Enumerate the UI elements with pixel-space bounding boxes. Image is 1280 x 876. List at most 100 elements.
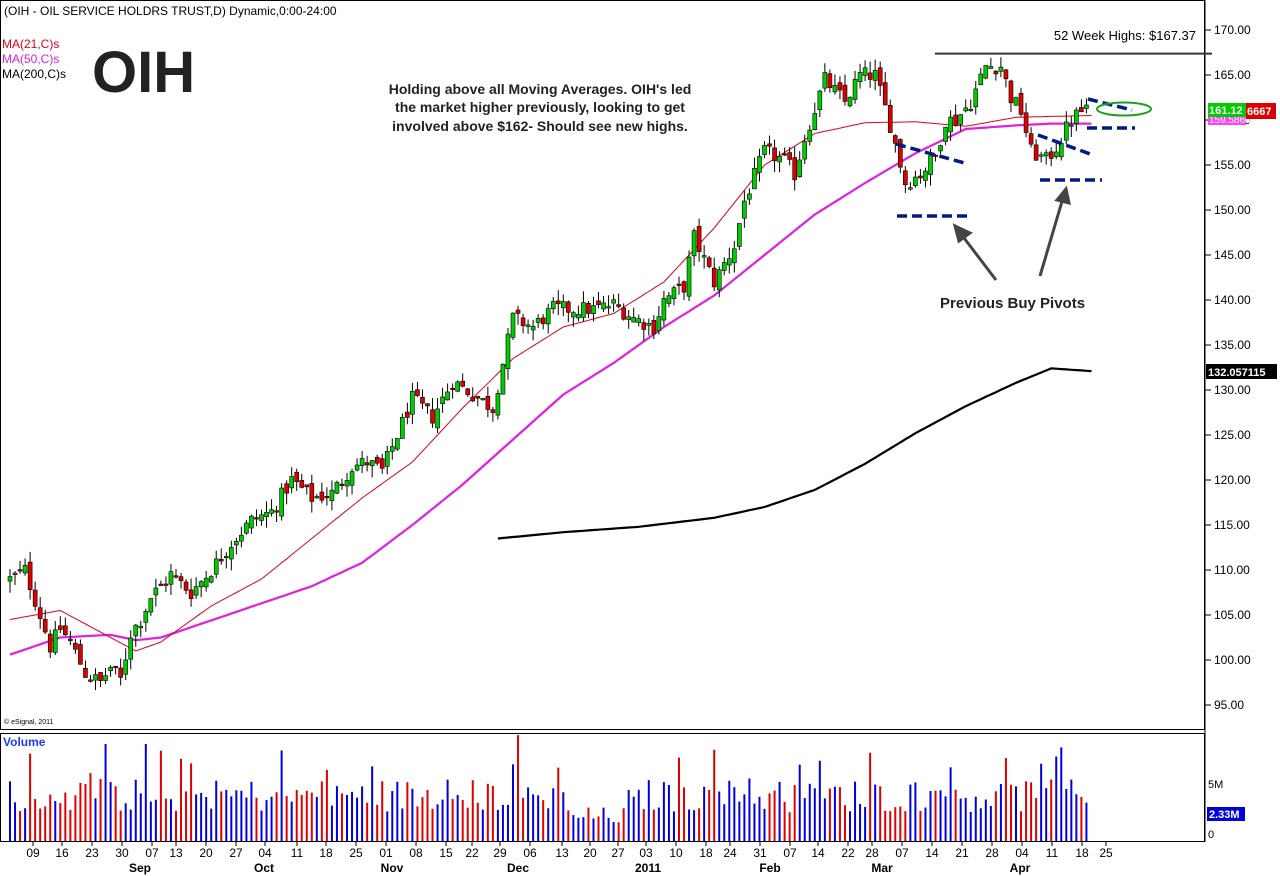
candle — [470, 387, 476, 403]
candle — [12, 571, 18, 585]
chart-title: (OIH - OIL SERVICE HOLDRS TRUST,D) Dynam… — [4, 4, 337, 18]
month-label: Apr — [1010, 861, 1031, 875]
pivot-3-top — [1087, 97, 1133, 112]
candle — [480, 398, 486, 401]
candle — [1064, 111, 1069, 144]
candle — [525, 319, 531, 334]
candle — [827, 69, 833, 93]
candle — [837, 76, 843, 100]
ma50-line — [9, 122, 1092, 656]
y-tick-label: 140.00 — [1214, 293, 1251, 307]
y-tick-label: 115.00 — [1214, 518, 1250, 532]
x-tick-label: 10 — [669, 846, 683, 860]
x-tick-label: 28 — [985, 846, 999, 860]
candle — [988, 57, 994, 69]
candle — [374, 454, 380, 466]
x-tick-label: 18 — [699, 846, 713, 860]
candle — [817, 89, 823, 118]
ma200-legend: MA(200,C)s — [2, 67, 66, 81]
candle — [545, 303, 551, 334]
candle — [113, 665, 118, 675]
candle — [500, 363, 506, 395]
candle — [284, 480, 289, 505]
candle — [998, 57, 1004, 78]
x-tick-label: 14 — [925, 846, 939, 860]
candle — [188, 578, 194, 607]
ma200-badge — [1206, 364, 1277, 379]
x-tick-label: 03 — [639, 846, 653, 860]
candle — [485, 386, 491, 418]
x-tick-label: 04 — [258, 846, 272, 860]
candle — [369, 460, 375, 478]
candle — [183, 579, 189, 595]
candle — [993, 70, 999, 81]
candle — [596, 291, 601, 309]
candle — [515, 305, 521, 325]
candle — [903, 166, 908, 194]
candle — [339, 478, 345, 490]
candle — [651, 315, 657, 340]
candle — [198, 580, 204, 598]
candle — [661, 290, 667, 326]
x-tick-label: 21 — [955, 846, 969, 860]
y-tick-label: 95.00 — [1214, 698, 1244, 712]
candle — [576, 305, 581, 322]
candle — [455, 380, 460, 393]
arrow-1-shaft — [959, 233, 998, 281]
candle — [671, 285, 677, 306]
month-label: Sep — [129, 861, 151, 875]
x-tick-label: 18 — [1075, 846, 1089, 860]
x-tick-label: 09 — [26, 846, 40, 860]
x-tick-label: 20 — [583, 846, 597, 860]
candle — [852, 70, 858, 104]
x-axis-ticks: 09 16 23 30 07 13 20 27 04 11 18 25 01 08 15 22 29 06 13 20… — [26, 842, 1113, 875]
candle — [540, 314, 546, 330]
candle — [656, 305, 662, 335]
ma200-badge-text: 132.057115 — [1208, 367, 1266, 379]
candle — [943, 126, 948, 146]
month-label: Dec — [507, 861, 529, 875]
candle — [641, 318, 647, 341]
candle — [88, 675, 93, 683]
candle — [37, 596, 43, 629]
pivot-label: Previous Buy Pivots — [940, 295, 1085, 312]
candle — [1069, 115, 1074, 137]
x-tick-label: 16 — [55, 846, 69, 860]
candle — [847, 96, 853, 108]
pivot-1-top — [895, 142, 969, 166]
candle — [1038, 151, 1044, 163]
candle — [797, 151, 803, 178]
x-tick-label: 13 — [169, 846, 183, 860]
candle — [274, 506, 279, 523]
candle — [867, 61, 873, 88]
fifty-two-week-high-label: 52 Week Highs: $167.37 — [1054, 28, 1196, 43]
candle — [63, 617, 68, 636]
pivot-lines — [895, 97, 1135, 218]
month-label: Feb — [759, 861, 780, 875]
arrow-2-shaft — [1038, 197, 1065, 277]
candle — [495, 389, 501, 420]
candle — [249, 514, 254, 534]
x-tick-label: 24 — [723, 846, 737, 860]
y-tick-label: 125.00 — [1214, 428, 1251, 442]
candle — [178, 572, 184, 589]
candle — [118, 658, 123, 686]
x-tick-label: 06 — [523, 846, 537, 860]
candle — [405, 402, 410, 425]
candle — [239, 526, 244, 548]
candle — [752, 157, 757, 190]
y-tick-label: 100.00 — [1214, 653, 1251, 667]
candle — [923, 167, 928, 188]
candle — [319, 482, 325, 504]
candle — [691, 228, 697, 266]
candle — [93, 668, 98, 691]
candle — [395, 437, 400, 452]
x-tick-label: 13 — [555, 846, 569, 860]
y-tick-label: 130.00 — [1214, 383, 1251, 397]
candle — [802, 134, 808, 165]
candle — [213, 550, 219, 579]
y-tick-label: 145.00 — [1214, 248, 1251, 262]
candle — [621, 303, 626, 321]
candle — [173, 569, 179, 579]
x-tick-label: 01 — [379, 846, 393, 860]
